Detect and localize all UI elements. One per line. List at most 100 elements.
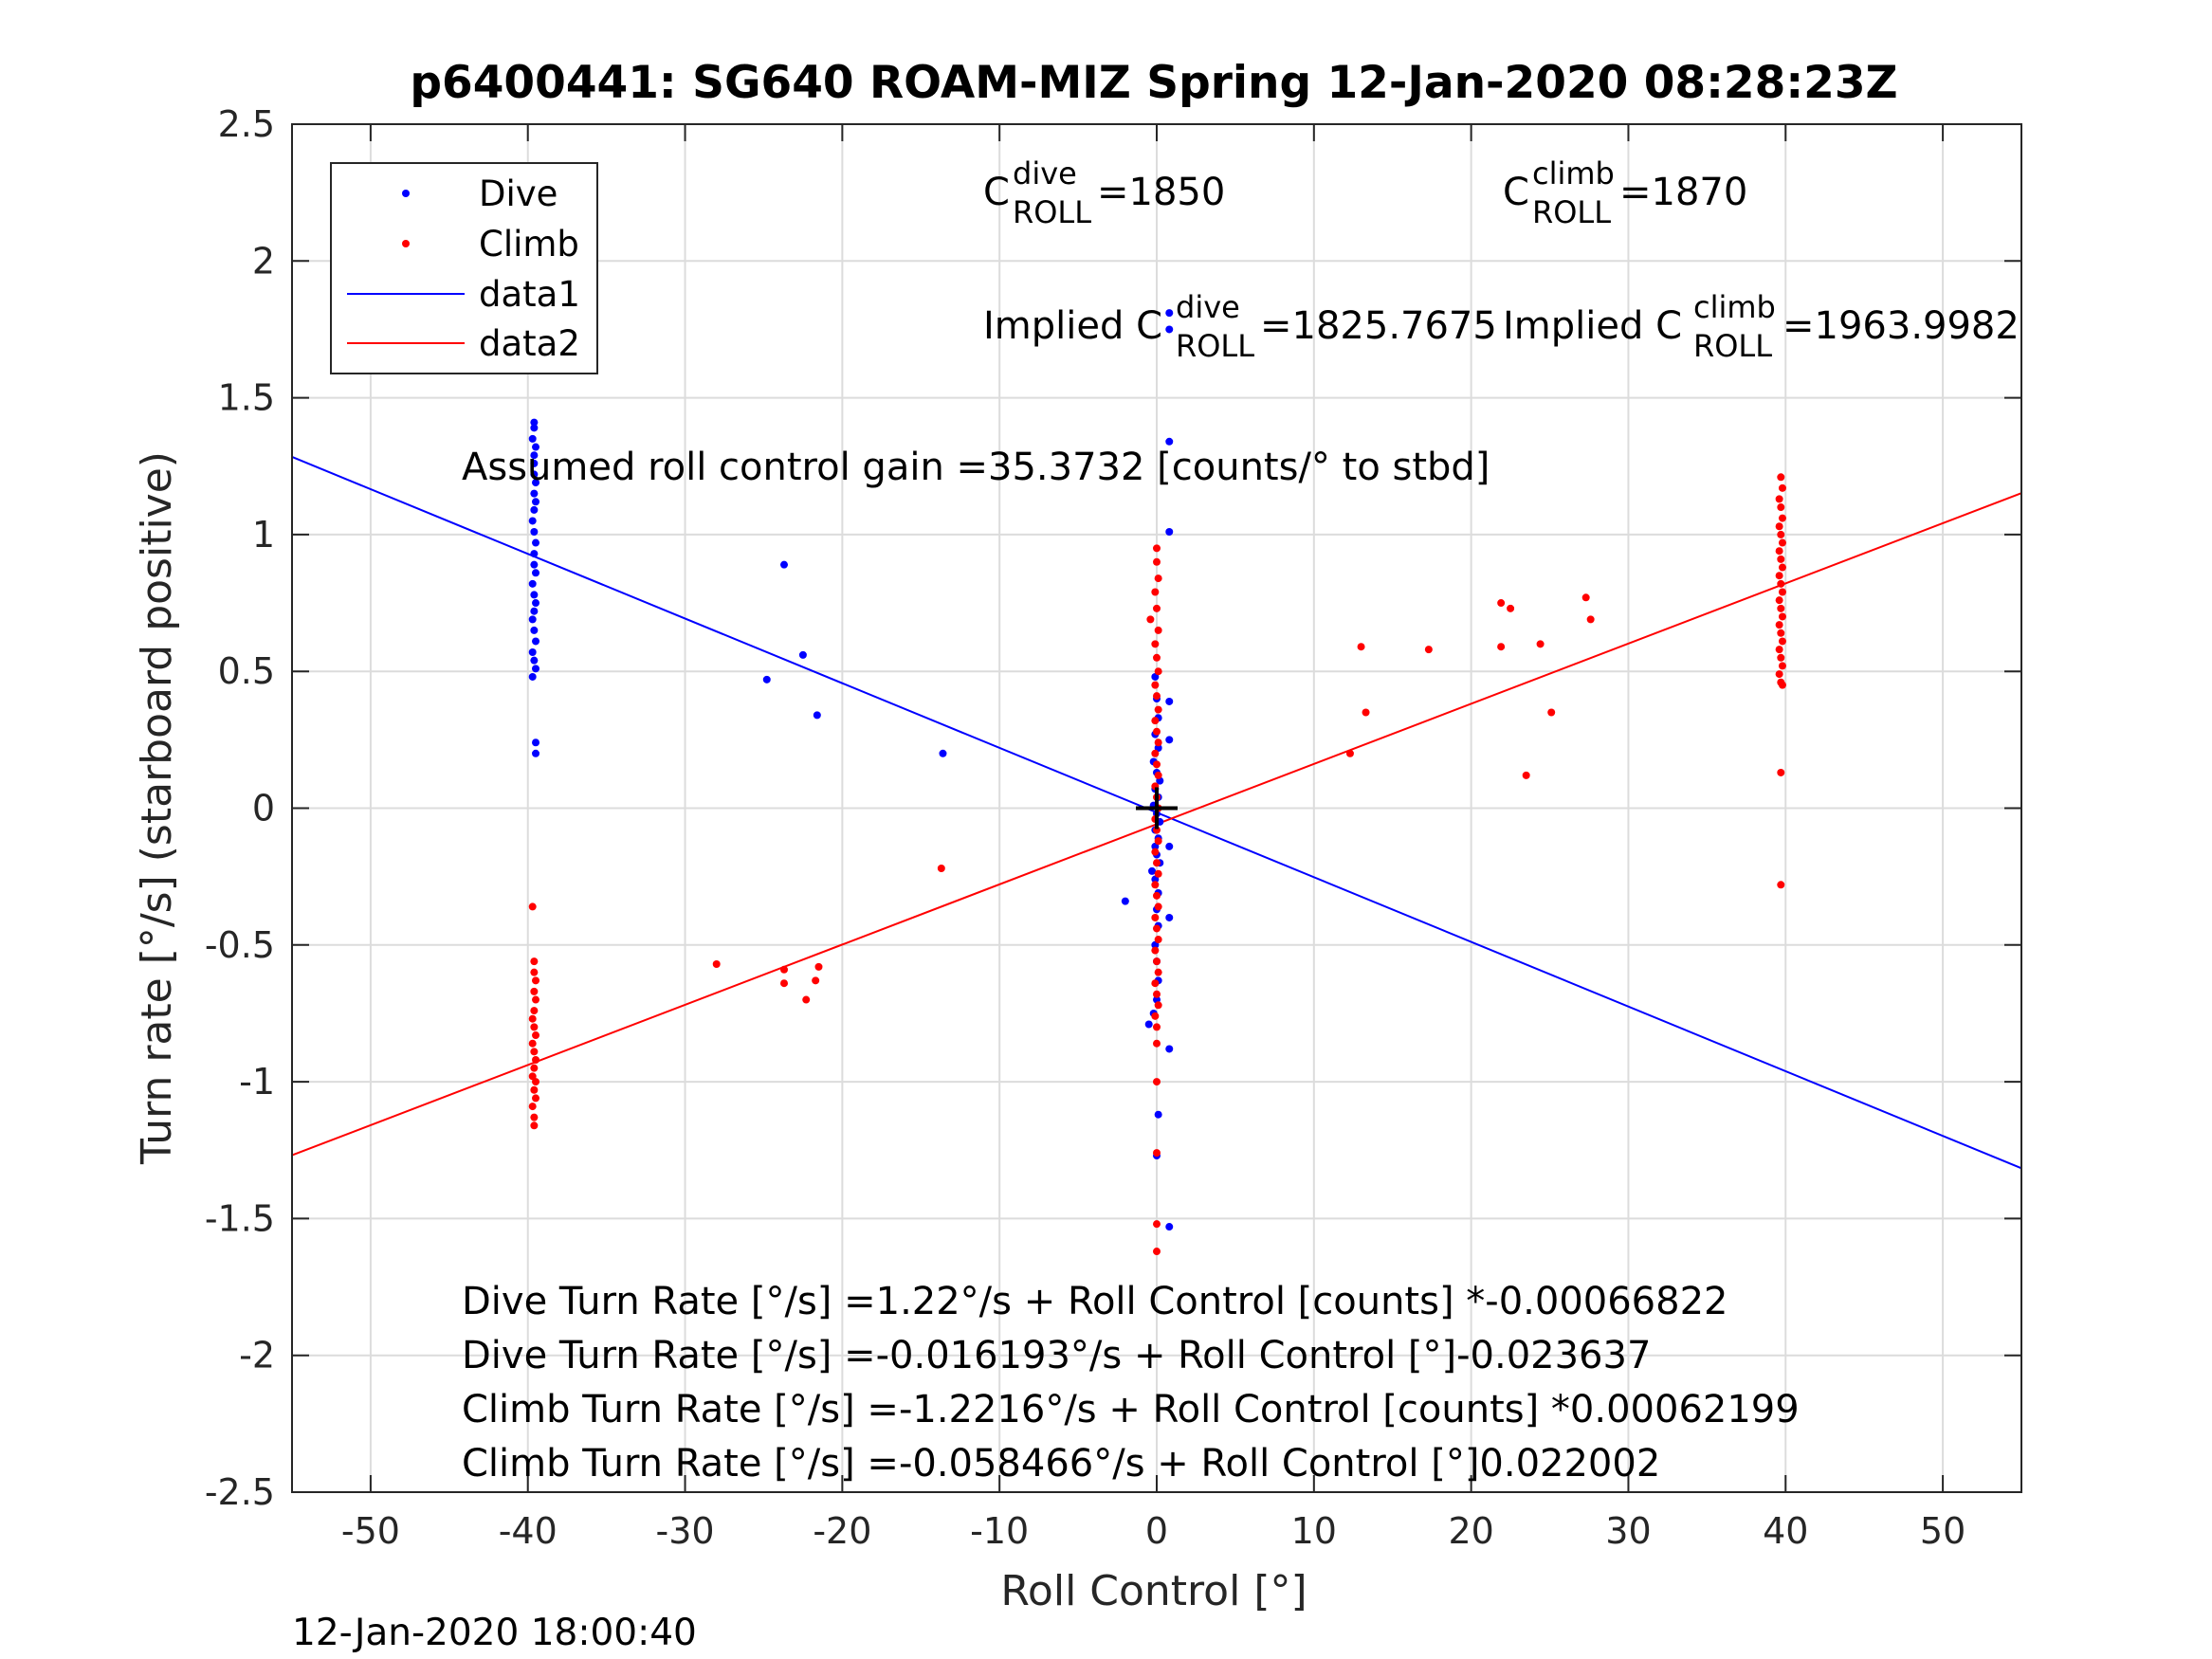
climb-point-41 xyxy=(1151,717,1160,725)
climb-point-112 xyxy=(1778,681,1786,689)
climb-point-54 xyxy=(1153,859,1161,867)
annotation-c-dive-base: C xyxy=(983,171,1010,214)
x-tick-label-3: -20 xyxy=(813,1510,871,1552)
climb-point-7 xyxy=(528,1014,537,1023)
annotation-implied-climb-sup: climb xyxy=(1693,289,1776,325)
climb-point-87 xyxy=(1777,473,1785,482)
climb-point-56 xyxy=(1151,881,1160,889)
climb-point-107 xyxy=(1775,646,1783,654)
dive-point-45 xyxy=(1165,1223,1174,1231)
x-tick-label-4: -10 xyxy=(970,1510,1029,1552)
climb-point-102 xyxy=(1777,604,1785,612)
climb-point-33 xyxy=(1146,615,1155,624)
climb-point-101 xyxy=(1775,596,1783,605)
dive-point-23 xyxy=(530,626,539,634)
y-tick-label-10: 2.5 xyxy=(218,103,275,145)
dive-point-33 xyxy=(762,675,771,684)
climb-point-27 xyxy=(937,864,945,872)
annotation-implied-dive-sup: dive xyxy=(1176,289,1240,325)
climb-point-104 xyxy=(1775,621,1783,629)
annotation-c-climb-value: =1870 xyxy=(1619,171,1747,214)
dive-point-5 xyxy=(530,451,539,460)
climb-point-110 xyxy=(1775,670,1783,679)
climb-point-45 xyxy=(1153,760,1161,769)
y-tick-label-1: -2 xyxy=(239,1335,275,1376)
climb-point-55 xyxy=(1154,869,1162,878)
climb-point-35 xyxy=(1151,640,1160,648)
climb-point-63 xyxy=(1153,957,1161,966)
climb-point-77 xyxy=(1362,708,1370,717)
climb-point-25 xyxy=(812,976,820,985)
dive-point-39 xyxy=(1165,528,1174,537)
climb-point-28 xyxy=(1153,544,1161,553)
annotation-implied-climb-value: =1963.9982 xyxy=(1782,304,2020,348)
origin-marker xyxy=(1136,787,1178,830)
climb-point-86 xyxy=(1586,615,1595,624)
dive-point-7 xyxy=(530,470,539,479)
climb-point-105 xyxy=(1777,629,1785,637)
dive-point-19 xyxy=(530,591,539,599)
dive-point-73 xyxy=(1154,1110,1162,1119)
x-tick-label-0: -50 xyxy=(341,1510,400,1552)
annotation-c-climb-sub: ROLL xyxy=(1532,194,1611,230)
y-tick-label-7: 1 xyxy=(252,514,275,556)
climb-point-64 xyxy=(1154,968,1162,976)
climb-point-82 xyxy=(1536,640,1545,648)
climb-point-17 xyxy=(532,1094,540,1103)
legend-label-dive: Dive xyxy=(479,173,558,214)
climb-point-26 xyxy=(802,995,811,1004)
climb-point-92 xyxy=(1775,522,1783,531)
climb-point-109 xyxy=(1778,662,1786,670)
climb-point-31 xyxy=(1151,588,1160,596)
climb-point-38 xyxy=(1151,681,1160,689)
climb-point-52 xyxy=(1154,837,1162,846)
climb-point-37 xyxy=(1154,667,1162,676)
climb-point-36 xyxy=(1153,653,1161,662)
climb-point-58 xyxy=(1154,902,1162,911)
climb-point-42 xyxy=(1153,727,1161,736)
tick-labels: -50 -40 -30 -20 -10 0 10 20 30 40 50-2.5-2-1.5-1-0… xyxy=(205,103,1965,1552)
climb-point-3 xyxy=(532,976,540,985)
x-tick-label-8: 30 xyxy=(1605,1510,1651,1552)
dive-point-42 xyxy=(1165,842,1174,850)
climb-point-21 xyxy=(712,960,721,969)
climb-point-74 xyxy=(1153,1248,1161,1256)
dive-point-20 xyxy=(532,599,540,608)
climb-point-78 xyxy=(1424,646,1433,654)
annotation-implied-dive-value: =1825.7675 xyxy=(1260,304,1497,348)
annotation-gain: Assumed roll control gain =35.3732 [coun… xyxy=(462,446,1490,489)
climb-point-57 xyxy=(1153,891,1161,900)
climb-point-32 xyxy=(1153,604,1161,612)
x-tick-label-6: 10 xyxy=(1291,1510,1337,1552)
chart-title: p6400441: SG640 ROAM-MIZ Spring 12-Jan-2… xyxy=(410,57,1897,109)
x-tick-label-9: 40 xyxy=(1763,1510,1808,1552)
dive-point-21 xyxy=(530,607,539,615)
climb-point-100 xyxy=(1778,588,1786,596)
annotation-c-dive-sub: ROLL xyxy=(1013,194,1091,230)
climb-point-0 xyxy=(528,902,537,911)
climb-point-1 xyxy=(530,957,539,966)
dive-point-9 xyxy=(530,489,539,498)
climb-point-40 xyxy=(1154,705,1162,714)
annotation-implied-climb: Implied C climb ROLL =1963.9982 xyxy=(1503,289,2020,364)
annotation-fit-line-4: Climb Turn Rate [°/s] =-0.058466°/s + Ro… xyxy=(462,1442,1660,1486)
dive-point-22 xyxy=(528,615,537,624)
climb-point-44 xyxy=(1151,749,1160,757)
climb-point-76 xyxy=(1357,643,1365,651)
dive-point-75 xyxy=(1121,897,1129,905)
climb-point-68 xyxy=(1151,1012,1160,1020)
climb-point-73 xyxy=(1153,1220,1161,1229)
dive-point-14 xyxy=(532,538,540,547)
annotation-c-climb-sup: climb xyxy=(1532,155,1615,191)
climb-point-61 xyxy=(1154,936,1162,944)
climb-point-89 xyxy=(1775,495,1783,503)
climb-point-9 xyxy=(532,1031,540,1040)
legend-marker-climb xyxy=(402,240,410,247)
legend-box xyxy=(330,162,598,374)
dive-point-2 xyxy=(530,424,539,432)
dive-point-77 xyxy=(1148,866,1157,875)
climb-point-113 xyxy=(1777,768,1785,776)
climb-point-30 xyxy=(1154,574,1162,583)
legend-label-climb: Climb xyxy=(479,224,579,264)
dive-point-26 xyxy=(530,656,539,665)
